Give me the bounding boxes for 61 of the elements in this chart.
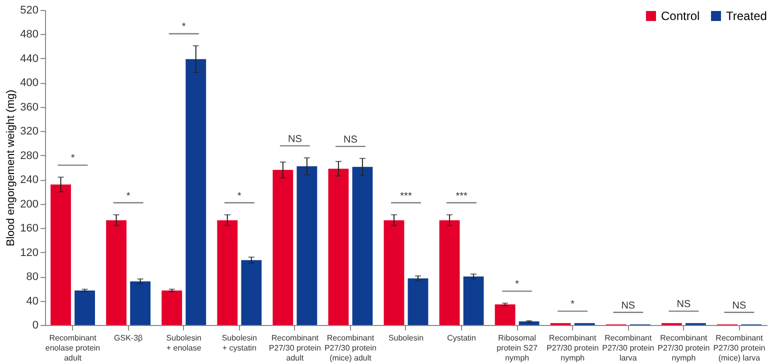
bar bbox=[74, 290, 95, 325]
legend-label: Treated bbox=[726, 9, 767, 23]
annotation: NS bbox=[676, 299, 691, 310]
x-tick-label: Ribosomal protein S27 nymph bbox=[496, 334, 538, 362]
annotation: NS bbox=[344, 134, 358, 146]
y-tick-label: 480 bbox=[20, 28, 38, 41]
y-tick-label: 40 bbox=[26, 295, 38, 308]
y-tick-label: 400 bbox=[20, 77, 38, 90]
x-tick-label: Recombinant P27/30 protein (mice) adult bbox=[324, 334, 376, 362]
x-tick-label: GSK-3β bbox=[114, 334, 144, 342]
y-tick-label: 160 bbox=[20, 222, 38, 235]
bar bbox=[106, 220, 127, 325]
x-tick-label: Recombinant P27/30 protein adult bbox=[268, 334, 321, 362]
bar bbox=[352, 166, 373, 325]
bar bbox=[241, 260, 262, 325]
x-tick-label: Recombinant P27/30 protein nymph bbox=[546, 334, 599, 362]
bar bbox=[494, 304, 516, 325]
bar bbox=[162, 290, 182, 325]
bar bbox=[518, 321, 540, 325]
y-tick-label: 80 bbox=[26, 271, 38, 284]
y-tick-label: 240 bbox=[20, 174, 38, 186]
annotation: * bbox=[515, 279, 520, 290]
x-tick-label: Recombinant P27/30 protein larva bbox=[602, 334, 654, 362]
x-tick-label: Recombinant P27/30 protein nymph bbox=[658, 334, 710, 362]
x-tick-label: Subolesin + enolase bbox=[166, 334, 202, 352]
y-axis-title: Blood engorgement weight (mg) bbox=[5, 90, 18, 246]
x-tick-label: Subolesin bbox=[388, 334, 424, 342]
x-tick-label: Cystatin bbox=[447, 334, 476, 342]
x-tick-label: Recombinant enolase protein adult bbox=[45, 334, 100, 362]
bar bbox=[408, 278, 428, 325]
bar bbox=[217, 220, 238, 325]
y-tick-label: 200 bbox=[20, 198, 38, 210]
x-tick-label: Recombinant P27/30 protein (mice) larva bbox=[713, 334, 766, 362]
y-tick-label: 320 bbox=[20, 126, 38, 138]
bar bbox=[384, 220, 404, 325]
annotation: * bbox=[70, 153, 75, 164]
bar bbox=[328, 168, 349, 325]
legend-label: Control bbox=[661, 9, 700, 23]
bar bbox=[50, 184, 71, 325]
x-tick-label: Subolesin + cystatin bbox=[222, 334, 257, 352]
annotation: NS bbox=[621, 300, 636, 312]
bar bbox=[439, 220, 460, 325]
annotation: * bbox=[182, 22, 186, 33]
y-tick-label: 120 bbox=[20, 246, 38, 259]
bar bbox=[186, 59, 206, 325]
annotation: * bbox=[126, 190, 130, 202]
annotation: NS bbox=[732, 300, 746, 312]
annotation: * bbox=[570, 299, 575, 310]
y-tick-label: 0 bbox=[32, 320, 38, 332]
y-tick-label: 280 bbox=[20, 150, 38, 162]
annotation: *** bbox=[400, 190, 412, 202]
annotation: NS bbox=[288, 134, 302, 145]
bar bbox=[296, 166, 318, 325]
annotation: *** bbox=[456, 190, 468, 202]
annotation: * bbox=[237, 190, 242, 202]
y-tick-label: 360 bbox=[20, 101, 38, 114]
bar bbox=[130, 281, 151, 325]
y-tick-label: 520 bbox=[20, 4, 38, 16]
y-tick-label: 440 bbox=[20, 52, 38, 65]
bar bbox=[272, 170, 294, 325]
bar bbox=[463, 276, 484, 325]
